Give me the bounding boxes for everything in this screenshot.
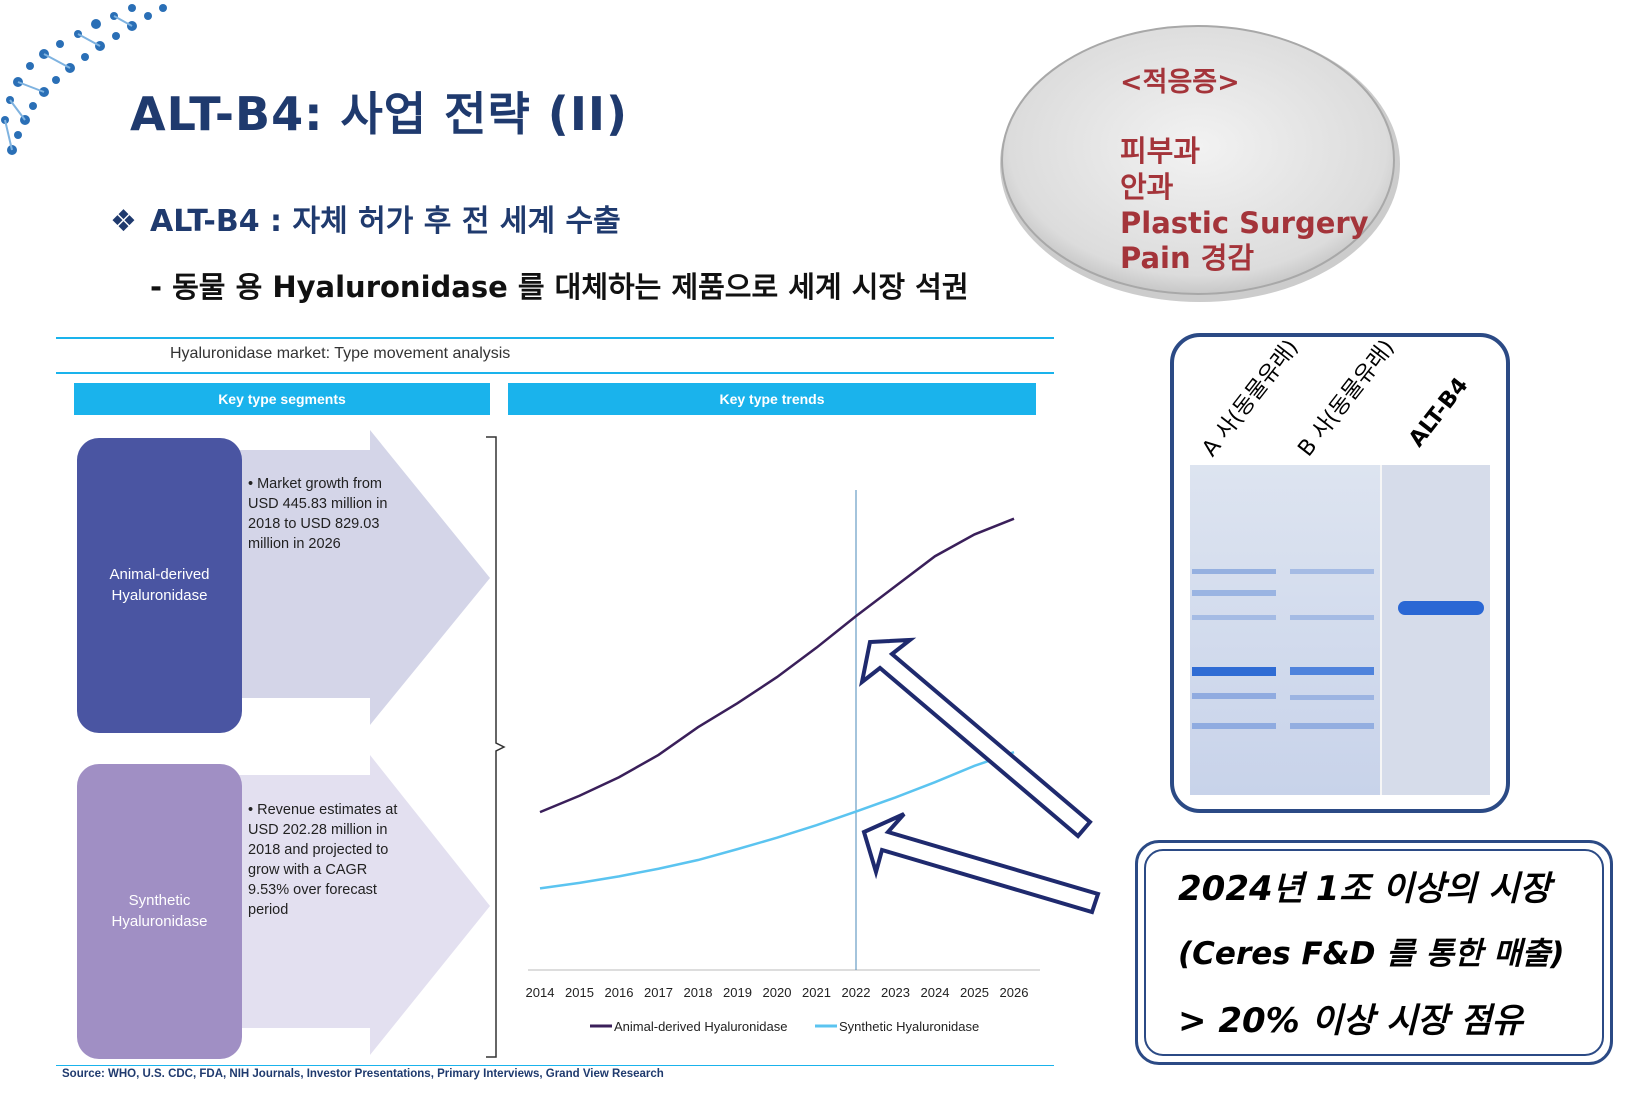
- segment-synthetic: Synthetic Hyaluronidase: [77, 764, 242, 1059]
- x-tick-label: 2014: [526, 985, 555, 1000]
- market-callout: 2024년 1조 이상의 시장 (Ceres F&D 를 통한 매출) > 20…: [1135, 840, 1613, 1065]
- gel-band: [1290, 569, 1374, 574]
- segment-animal-derived: Animal-derived Hyaluronidase: [77, 438, 242, 733]
- figure-top-rule: [56, 337, 1054, 339]
- gel-band: [1192, 693, 1276, 699]
- x-tick-label: 2024: [921, 985, 950, 1000]
- x-tick-label: 2023: [881, 985, 910, 1000]
- x-tick-label: 2019: [723, 985, 752, 1000]
- gel-band: [1192, 569, 1276, 574]
- x-tick-label: 2015: [565, 985, 594, 1000]
- gel-band: [1192, 723, 1276, 729]
- figure-title-rule: [56, 372, 1054, 374]
- x-tick-label: 2021: [802, 985, 831, 1000]
- subtitle-text: ALT-B4 : 자체 허가 후 전 세계 수출: [150, 204, 621, 239]
- x-tick-label: 2022: [842, 985, 871, 1000]
- segment-name-line: Synthetic: [128, 892, 191, 910]
- indication-item: Pain 경감: [1120, 241, 1255, 276]
- series-line-animal-derived: [539, 517, 1015, 814]
- slide-description: - 동물 용 Hyaluronidase 를 대체하는 제품으로 세계 시장 석…: [150, 270, 969, 304]
- legend-label: Animal-derived Hyaluronidase: [614, 1019, 787, 1034]
- source-note: Source: WHO, U.S. CDC, FDA, NIH Journals…: [62, 1068, 664, 1080]
- callout-line: 2024년 1조 이상의 시장: [1178, 869, 1551, 909]
- segment-arrows: [230, 430, 490, 1055]
- bracket-divider: [486, 436, 506, 1058]
- market-figure-title: Hyaluronidase market: Type movement anal…: [170, 345, 511, 362]
- segment-name-line: Hyaluronidase: [111, 586, 208, 604]
- indications-list: <적응증> 피부과 안과 Plastic Surgery Pain 경감: [1120, 66, 1369, 277]
- callout-line: (Ceres F&D 를 통한 매출): [1178, 936, 1565, 972]
- header-key-type-trends: Key type trends: [508, 383, 1036, 415]
- gel-band: [1290, 667, 1374, 675]
- indication-item: 안과: [1120, 169, 1174, 204]
- indications-heading: <적응증>: [1120, 67, 1240, 98]
- indications-ellipse: [1000, 25, 1400, 302]
- x-tick-label: 2025: [960, 985, 989, 1000]
- legend-label: Synthetic Hyaluronidase: [839, 1019, 979, 1034]
- indication-item: 피부과: [1120, 134, 1201, 169]
- diamond-bullet-icon: ❖: [110, 204, 137, 239]
- figure-bottom-rule: [56, 1065, 1054, 1066]
- sds-page-gel: [1190, 465, 1490, 795]
- segment-synthetic-text: • Revenue estimates at USD 202.28 millio…: [248, 802, 398, 918]
- trend-line-chart: 2014 2015 2016 2017 2018 2019 2020 2021 2022 2023…: [526, 490, 1040, 1034]
- x-tick-label: 2017: [644, 985, 673, 1000]
- series-line-synthetic: [539, 751, 1015, 890]
- slide-title: ALT-B4: 사업 전략 (II): [130, 87, 629, 141]
- gel-band: [1192, 615, 1276, 620]
- pointer-arrows: [858, 637, 1101, 915]
- callout-line: > 20% 이상 시장 점유: [1178, 1001, 1523, 1041]
- header-key-type-segments: Key type segments: [74, 383, 490, 415]
- x-tick-label: 2018: [684, 985, 713, 1000]
- gel-band: [1192, 590, 1276, 596]
- gel-band-alt-b4: [1398, 601, 1484, 615]
- x-tick-label: 2020: [763, 985, 792, 1000]
- x-tick-label: 2016: [605, 985, 634, 1000]
- indication-item: Plastic Surgery: [1120, 205, 1369, 240]
- gel-band: [1290, 615, 1374, 620]
- dna-decoration: [1, 4, 167, 155]
- gel-band: [1192, 667, 1276, 676]
- segment-name-line: Animal-derived: [109, 566, 210, 584]
- segment-animal-text: • Market growth from USD 445.83 million …: [248, 476, 388, 552]
- slide-subtitle: ❖ ALT-B4 : 자체 허가 후 전 세계 수출: [110, 196, 621, 240]
- x-tick-label: 2026: [1000, 985, 1029, 1000]
- gel-band: [1290, 723, 1374, 729]
- gel-band: [1290, 695, 1374, 700]
- segment-name-line: Hyaluronidase: [111, 912, 208, 930]
